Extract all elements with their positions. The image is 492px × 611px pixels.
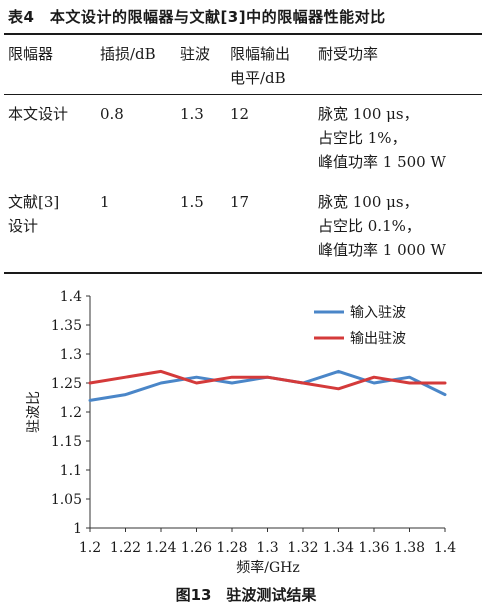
header-vswr: 驻波 [180,45,211,63]
table-title: 表4 本文设计的限幅器与文献[3]中的限幅器性能对比 [8,8,386,26]
row2-power-line3: 峰值功率 1 000 W [318,241,446,259]
row1-power-line2: 占空比 1%， [318,129,407,147]
vswr-chart: 1 1.05 1.1 1.15 1.2 1.25 1.3 1.35 1.4 1.2 1.22 1.24… [26,289,456,576]
table-header-rule [4,94,482,95]
y-tick-label: 1.3 [60,347,82,363]
header-output-level-unit: 电平/dB [230,69,286,87]
row1-vswr: 1.3 [180,105,204,123]
x-tick-label: 1.36 [358,540,389,556]
x-tick-label: 1.26 [181,540,212,556]
row2-level: 17 [230,193,250,211]
x-tick-label: 1.24 [145,540,176,556]
y-tick-label: 1.15 [51,434,82,450]
y-tick-label: 1.25 [51,376,82,392]
row2-loss: 1 [100,193,110,211]
series-line-2 [88,369,447,391]
row2-name-line2: 设计 [8,217,39,235]
x-tick-label: 1.34 [323,540,354,556]
row2-power-line2: 占空比 0.1%， [318,217,421,235]
y-tick-label: 1.4 [60,289,82,305]
row1-name: 本文设计 [8,105,69,123]
y-axis-label: 驻波比 [26,391,42,433]
x-tick-label: 1.32 [287,540,318,556]
legend-label-2: 输出驻波 [350,331,406,347]
y-tick-label: 1.35 [51,318,82,334]
y-tick-label: 1.2 [60,405,82,421]
header-output-level: 限幅输出 [230,45,291,63]
chart-axes: 1 1.05 1.1 1.15 1.2 1.25 1.3 1.35 1.4 1.2 1.22 1.24… [51,289,456,556]
row1-power-line3: 峰值功率 1 500 W [318,153,446,171]
x-tick-label: 1.3 [256,540,278,556]
y-tick-label: 1.05 [51,492,82,508]
figure-caption: 图13 驻波测试结果 [175,586,317,604]
x-axis-label: 频率/GHz [236,559,300,576]
header-limiter: 限幅器 [8,45,54,63]
table-top-rule [4,33,482,35]
x-tick-label: 1.22 [110,540,141,556]
table-bottom-rule [4,272,482,274]
y-tick-label: 1.1 [60,463,82,479]
y-tick-label: 1 [73,521,82,537]
chart-series [88,369,447,402]
x-tick-label: 1.2 [79,540,101,556]
row2-power-line1: 脉宽 100 μs， [318,193,419,211]
row1-loss: 0.8 [100,105,124,123]
row2-name-line1: 文献[3] [8,193,60,211]
row2-vswr: 1.5 [180,193,204,211]
row1-power-line1: 脉宽 100 μs， [318,105,419,123]
row1-level: 12 [230,105,250,123]
x-tick-label: 1.4 [434,540,456,556]
header-insertion-loss: 插损/dB [100,45,156,63]
legend-label-1: 输入驻波 [350,305,406,321]
header-power-handling: 耐受功率 [318,45,379,63]
x-tick-label: 1.38 [394,540,425,556]
x-tick-label: 1.28 [216,540,247,556]
